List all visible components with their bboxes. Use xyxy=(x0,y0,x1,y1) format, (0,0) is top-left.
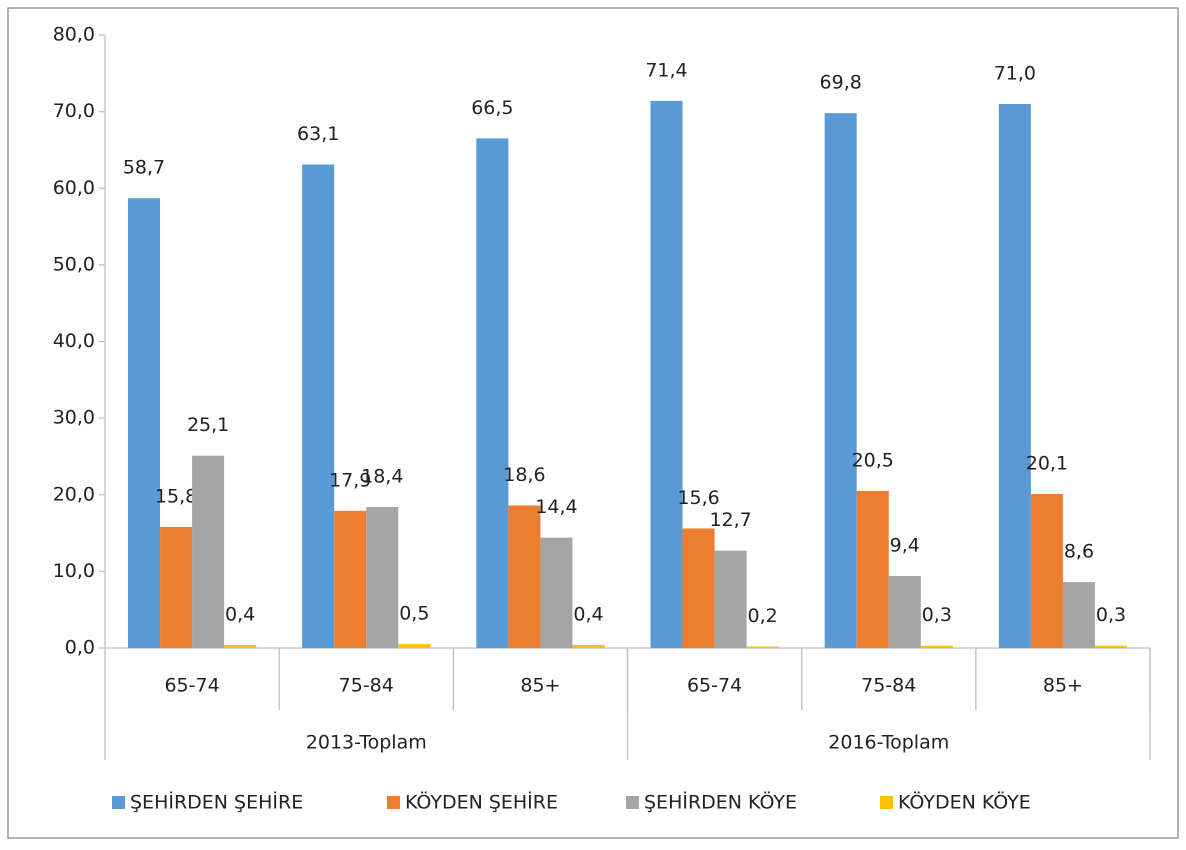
x-tick-label: 65-74 xyxy=(687,675,742,697)
y-tick-label: 60,0 xyxy=(53,177,95,199)
legend-swatch xyxy=(112,796,125,809)
x-tick-label: 65-74 xyxy=(164,675,219,697)
legend-label: ŞEHİRDEN KÖYE xyxy=(644,791,797,814)
bar xyxy=(572,644,605,648)
bar xyxy=(192,455,225,648)
data-label: 12,7 xyxy=(709,509,751,531)
data-label: 66,5 xyxy=(471,97,513,119)
y-tick-label: 50,0 xyxy=(53,253,95,275)
data-label: 8,6 xyxy=(1064,541,1094,563)
bar xyxy=(366,507,399,648)
data-label: 15,6 xyxy=(677,487,719,509)
data-label: 71,4 xyxy=(645,59,687,81)
y-tick-label: 40,0 xyxy=(53,330,95,352)
x-tick-label: 85+ xyxy=(1043,675,1083,697)
y-tick-label: 30,0 xyxy=(53,407,95,429)
bar xyxy=(856,490,889,648)
bar xyxy=(1094,645,1128,648)
data-label: 17,9 xyxy=(329,469,371,491)
bar xyxy=(398,644,431,648)
bar xyxy=(160,526,193,648)
y-tick-label: 10,0 xyxy=(53,560,95,582)
bar xyxy=(540,537,573,648)
bar xyxy=(302,164,335,648)
bar xyxy=(998,103,1031,648)
legend-swatch xyxy=(880,796,893,809)
data-label: 15,8 xyxy=(155,485,197,507)
bar xyxy=(714,550,747,648)
data-label: 63,1 xyxy=(297,123,339,145)
bar xyxy=(682,528,715,648)
data-label: 9,4 xyxy=(890,534,920,556)
data-label: 0,5 xyxy=(399,603,429,625)
group-label: 2016-Toplam xyxy=(828,732,949,754)
data-label: 0,2 xyxy=(748,605,778,627)
data-label: 18,4 xyxy=(361,466,403,488)
x-tick-label: 75-84 xyxy=(861,675,916,697)
bar xyxy=(224,644,257,648)
legend-label: KÖYDEN KÖYE xyxy=(898,791,1031,814)
x-tick-label: 85+ xyxy=(520,675,560,697)
data-label: 0,3 xyxy=(922,604,952,626)
data-label: 0,4 xyxy=(573,603,603,625)
y-tick-label: 80,0 xyxy=(53,24,95,46)
legend-swatch xyxy=(626,796,639,809)
data-label: 71,0 xyxy=(994,62,1036,84)
y-tick-label: 70,0 xyxy=(53,100,95,122)
bar xyxy=(127,198,161,648)
bar xyxy=(746,646,779,648)
data-label: 20,1 xyxy=(1026,452,1068,474)
x-tick-label: 75-84 xyxy=(339,675,394,697)
bar xyxy=(824,113,857,649)
data-label: 20,5 xyxy=(852,449,894,471)
data-label: 0,3 xyxy=(1096,604,1126,626)
bar xyxy=(334,510,367,648)
bar xyxy=(920,645,953,648)
bar xyxy=(888,575,921,648)
y-tick-label: 0,0 xyxy=(65,637,95,659)
bar xyxy=(476,138,509,648)
data-label: 69,8 xyxy=(820,72,862,94)
data-label: 0,4 xyxy=(225,603,255,625)
group-label: 2013-Toplam xyxy=(306,732,427,754)
bar xyxy=(650,100,683,648)
data-label: 25,1 xyxy=(187,414,229,436)
data-label: 18,6 xyxy=(503,464,545,486)
legend-swatch xyxy=(387,796,400,809)
chart-border xyxy=(7,7,1179,839)
data-label: 58,7 xyxy=(123,157,165,179)
data-label: 14,4 xyxy=(535,496,577,518)
legend-label: KÖYDEN ŞEHİRE xyxy=(405,791,558,814)
legend-label: ŞEHİRDEN ŞEHİRE xyxy=(130,791,303,814)
bar xyxy=(1030,493,1063,648)
y-tick-label: 20,0 xyxy=(53,483,95,505)
bar xyxy=(1062,582,1095,648)
bar xyxy=(508,505,541,648)
